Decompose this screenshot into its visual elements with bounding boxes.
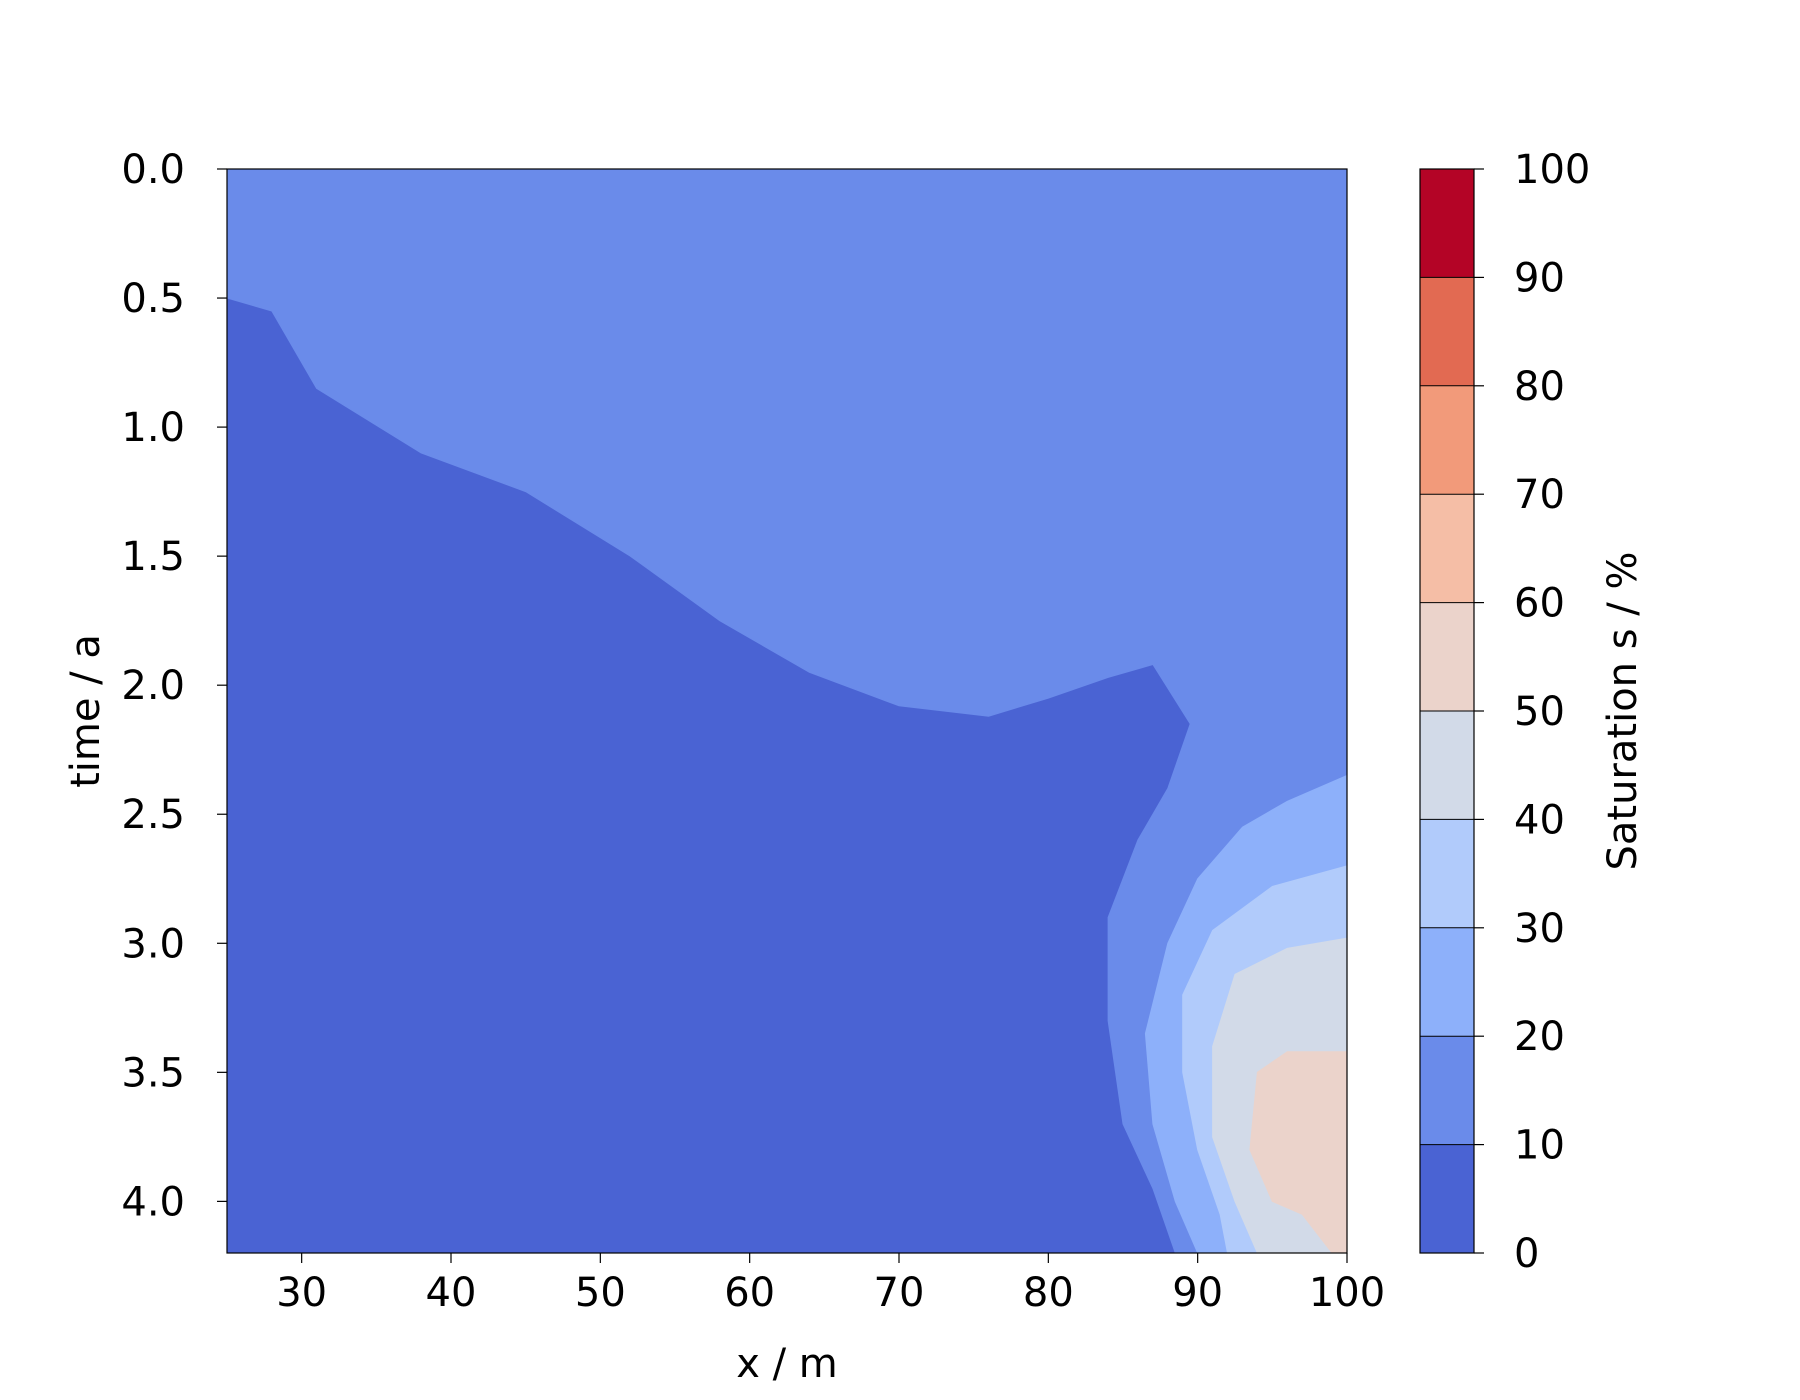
y-axis-label: time / a [63,634,109,788]
colorbar [1419,168,1475,1254]
x-tick-label: 90 [1172,1270,1223,1316]
y-tick-label: 2.0 [121,663,185,709]
x-tick-label: 50 [575,1270,626,1316]
x-tick-label: 40 [426,1270,477,1316]
colorbar-tick-label: 50 [1514,689,1565,735]
x-tick-label: 30 [276,1270,327,1316]
colorbar-tick-label: 10 [1514,1123,1565,1169]
x-tick-label: 100 [1309,1270,1385,1316]
y-tick-label: 4.0 [121,1179,185,1225]
colorbar-swatch-70-80 [1420,385,1474,495]
y-tick-label: 0.5 [121,276,185,322]
colorbar-tick-label: 20 [1514,1014,1565,1060]
contour-band-10-8 [227,169,1347,1253]
colorbar-tick-label: 40 [1514,797,1565,843]
y-tick-label: 3.5 [121,1050,185,1096]
contour-plot-area [227,169,1347,1253]
y-axis-ticks: 0.0 0.5 1.0 1.5 2.0 2.5 3.0 3.5 4.0 [121,147,227,1225]
x-tick-label: 60 [724,1270,775,1316]
contour-bands [227,169,1347,1253]
colorbar-tick-label: 60 [1514,581,1565,627]
y-tick-label: 1.5 [121,534,185,580]
colorbar-swatch-20-30 [1420,927,1474,1037]
colorbar-swatch-10-20 [1420,1036,1474,1145]
colorbar-tick-label: 30 [1514,906,1565,952]
colorbar-tick-label: 90 [1514,255,1565,301]
colorbar-swatch-0-10 [1420,1144,1474,1253]
x-tick-label: 70 [874,1270,925,1316]
y-tick-label: 2.5 [121,792,185,838]
plot-frame [226,168,1348,1254]
colorbar-label: Saturation s / % [1600,552,1646,871]
colorbar-tick-label: 100 [1514,147,1590,193]
y-tick-label: 0.0 [121,147,185,193]
colorbar-tick-label: 70 [1514,472,1565,518]
colorbar-ticks: 0 10 20 30 40 50 60 70 80 90 100 [1474,147,1590,1277]
x-axis-ticks: 30 40 50 60 70 80 90 100 [276,1253,1385,1316]
colorbar-swatch-60-70 [1420,494,1474,603]
y-tick-label: 1.0 [121,405,185,451]
colorbar-swatch-50-60 [1420,602,1474,711]
x-axis-label: x / m [736,1341,838,1387]
colorbar-tick-label: 0 [1514,1231,1539,1277]
colorbar-swatch-30-40 [1420,819,1474,928]
colorbar-swatch-80-90 [1420,277,1474,386]
x-tick-label: 80 [1023,1270,1074,1316]
y-tick-label: 3.0 [121,921,185,967]
colorbar-swatch-40-50 [1420,711,1474,820]
colorbar-tick-label: 80 [1514,364,1565,410]
contour-band-50-12 [1249,1051,1347,1253]
colorbar-swatch-90-100 [1420,169,1474,278]
